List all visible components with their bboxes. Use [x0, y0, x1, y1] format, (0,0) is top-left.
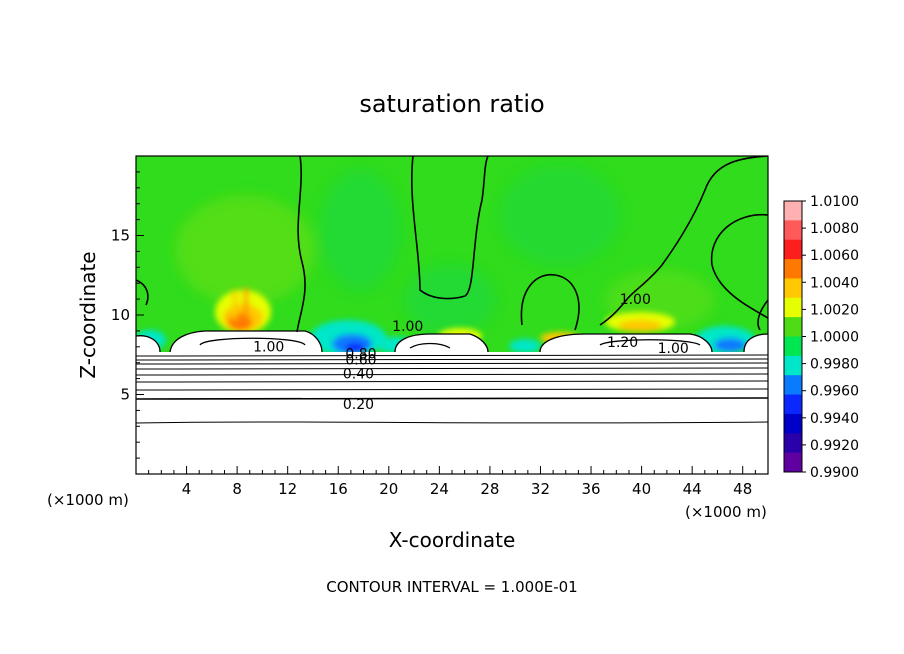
- contour-lines-lower: [136, 354, 768, 424]
- colorbar-label: 0.9980: [810, 357, 859, 373]
- colorbar-segment: [784, 355, 802, 376]
- cold-pockets: [136, 320, 755, 356]
- x-tick-label: 20: [379, 480, 398, 498]
- field-variations: [175, 165, 715, 335]
- y-axis-ticks: 5 10 15: [111, 171, 144, 459]
- x-tick-label: 48: [733, 480, 752, 498]
- colorbar-segment: [784, 433, 802, 454]
- x-tick-label: 36: [581, 480, 600, 498]
- colorbar-segment: [784, 278, 802, 299]
- colorbar-segment: [784, 259, 802, 279]
- colorbar-label: 0.9940: [810, 411, 859, 427]
- lower-layer: [136, 352, 768, 474]
- chart-title: saturation ratio: [359, 90, 544, 118]
- colorbar-label: 1.0060: [810, 248, 859, 264]
- contour-label: 0.60: [345, 352, 376, 368]
- plot-area: 1.00 1.00 1.00 0.800.600.40 0.20 1.20 1.00: [136, 156, 768, 474]
- colorbar-segment: [784, 452, 802, 473]
- colorbar-label: 0.9900: [810, 465, 859, 481]
- colorbar-segment: [784, 317, 802, 337]
- contour-lines-clouds: [136, 330, 768, 353]
- cloud-regions: [136, 331, 768, 352]
- contour-lines-upper: [136, 156, 768, 333]
- x-tick-label: 4: [182, 480, 192, 498]
- contour-label: 0.80: [345, 347, 376, 363]
- colorbar: 1.0100 1.0080 1.0060 1.0040 1.0020 1.0000 0.99…: [783, 194, 859, 481]
- y-axis-label: Z-coordinate: [76, 251, 100, 378]
- contour-label: 1.00: [253, 340, 284, 356]
- x-unit-right: (×1000 m): [685, 503, 767, 521]
- contour-label: 1.00: [620, 292, 651, 308]
- contour-label: 0.20: [343, 397, 374, 413]
- colorbar-segment: [784, 297, 802, 318]
- colorbar-label: 1.0000: [810, 330, 859, 346]
- colorbar-label: 0.9920: [810, 438, 859, 454]
- contour-labels: 1.00 1.00 1.00 0.800.600.40 0.20 1.20 1.00: [253, 292, 689, 413]
- contour-interval-note: CONTOUR INTERVAL = 1.000E-01: [326, 578, 577, 596]
- colorbar-label: 1.0020: [810, 302, 859, 318]
- contour-label: 0.40: [343, 367, 374, 383]
- x-tick-label: 12: [278, 480, 297, 498]
- x-tick-label: 24: [430, 480, 449, 498]
- y-tick-label: 10: [111, 306, 130, 324]
- x-axis-label: X-coordinate: [389, 528, 516, 552]
- x-tick-label: 8: [232, 480, 242, 498]
- colorbar-label: 1.0040: [810, 275, 859, 291]
- colorbar-label: 1.0100: [810, 194, 859, 210]
- contour-label: 1.00: [658, 341, 689, 357]
- contour-label: 1.20: [607, 335, 638, 351]
- x-tick-label: 32: [531, 480, 550, 498]
- colorbar-label: 1.0080: [810, 221, 859, 237]
- y-tick-label: 15: [111, 227, 130, 245]
- y-tick-label: 5: [120, 386, 130, 404]
- colorbar-segment: [784, 201, 802, 221]
- x-axis-ticks: 4 8 12 16 20 24 28 32 36 40 44 48: [148, 466, 756, 498]
- x-tick-label: 40: [632, 480, 651, 498]
- contour-label: 1.00: [392, 319, 423, 335]
- colorbar-segment: [784, 375, 802, 396]
- colorbar-label: 0.9960: [810, 384, 859, 400]
- colorbar-segment: [784, 220, 802, 241]
- colorbar-segment: [784, 394, 802, 415]
- colorbar-segment: [784, 336, 802, 357]
- x-tick-label: 44: [683, 480, 702, 498]
- colorbar-segment: [784, 239, 802, 260]
- colorbar-segment: [784, 413, 802, 434]
- x-tick-label: 16: [329, 480, 348, 498]
- x-tick-label: 28: [480, 480, 499, 498]
- x-unit-left: (×1000 m): [47, 491, 129, 509]
